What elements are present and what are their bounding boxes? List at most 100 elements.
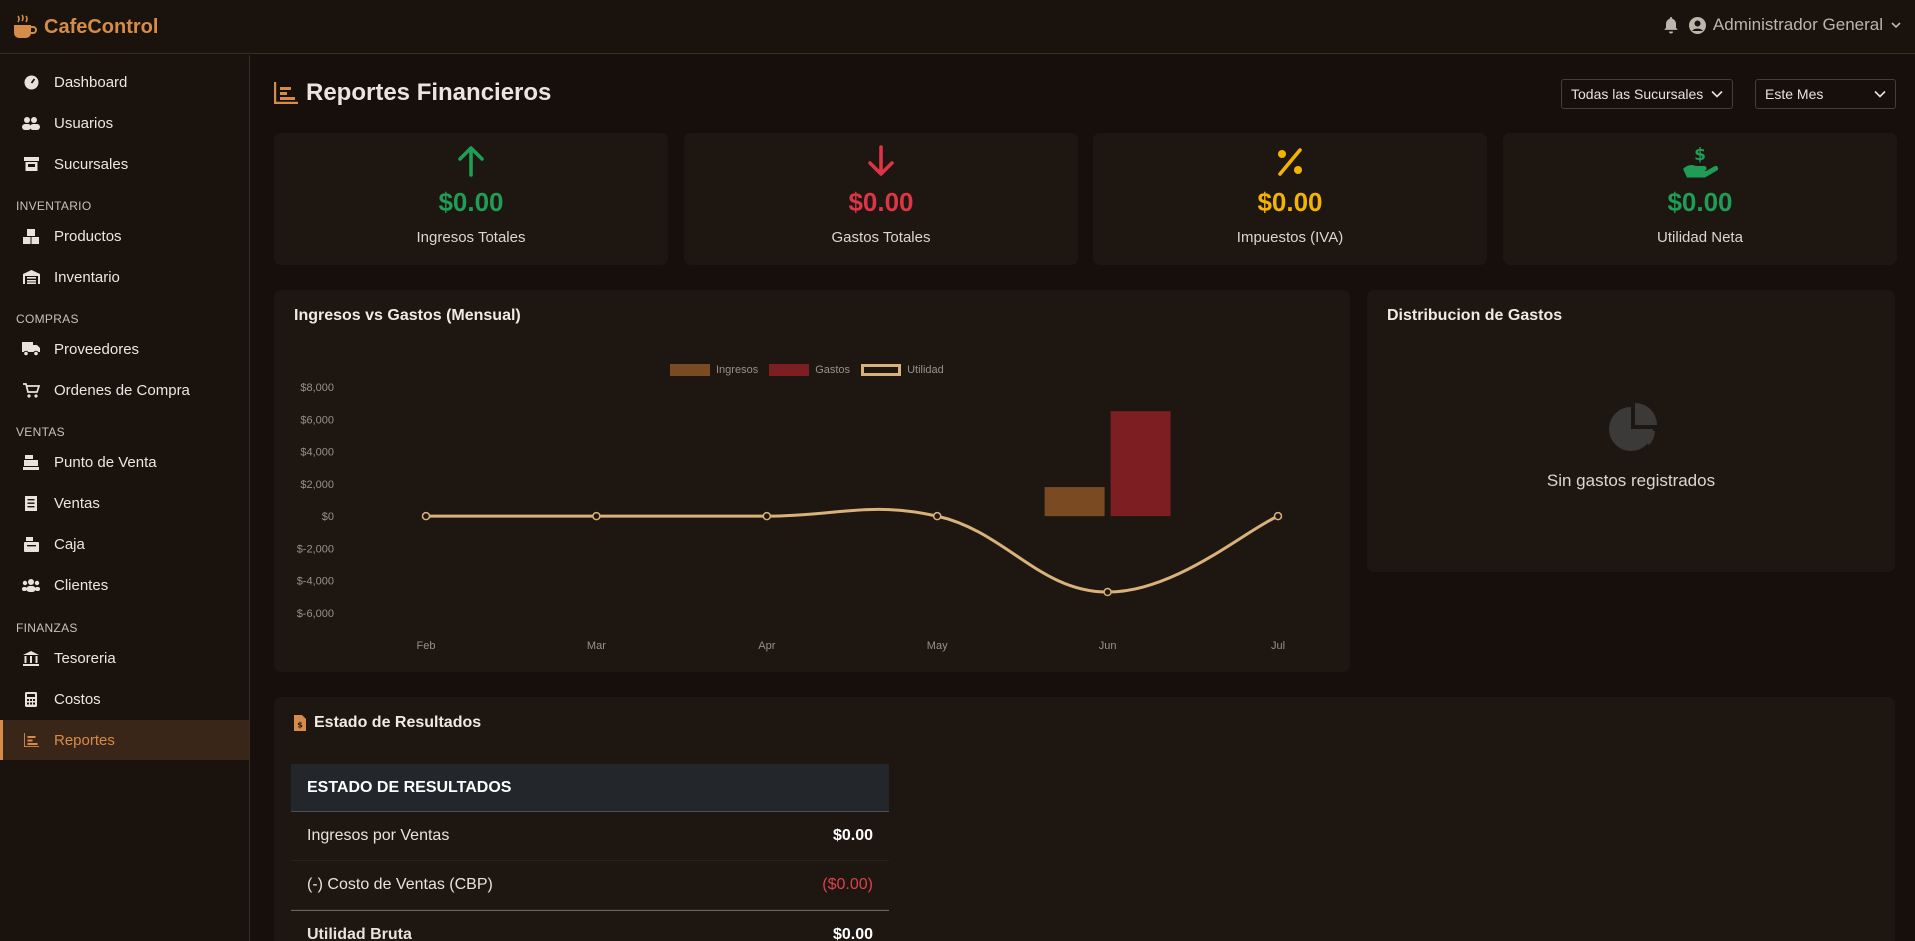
sidebar-item-clientes[interactable]: Clientes [0,565,249,605]
sidebar: Dashboard Usuarios Sucursales INVENTARIO… [0,55,250,941]
legend-item-ingresos[interactable]: Ingresos [670,364,758,376]
y-tick-label: $2,000 [300,479,334,491]
x-tick-label: Jul [1271,640,1285,652]
sidebar-item-label: Caja [54,535,85,553]
point-utilidad [762,511,772,521]
page-heading: Reportes Financieros [306,79,552,106]
y-tick-label: $8,000 [300,382,334,394]
sidebar-item-usuarios[interactable]: Usuarios [0,103,249,143]
kpi-value: $0.00 [848,187,914,217]
hand-dollar-icon: $ [1503,145,1897,179]
svg-text:$: $ [1694,145,1706,165]
sidebar-item-productos[interactable]: Productos [0,216,249,256]
kpi-card-gastos: $0.00 Gastos Totales [684,133,1078,265]
top-bar: CafeControl Administrador General [0,0,1915,54]
card-title: Estado de Resultados [314,714,482,731]
table-header: ESTADO DE RESULTADOS [291,764,889,812]
empty-state-text: Sin gastos registrados [1546,471,1716,490]
kpi-card-ingresos: $0.00 Ingresos Totales [274,133,668,265]
chevron-down-icon[interactable] [1891,20,1901,30]
kpi-label: Utilidad Neta [1657,229,1743,246]
sidebar-item-ordenes-de-compra[interactable]: Ordenes de Compra [0,370,249,410]
sidebar-item-label: Tesoreria [54,649,116,667]
x-tick-label: Feb [417,640,436,652]
sidebar-item-label: Usuarios [54,114,114,132]
sidebar-item-costos[interactable]: Costos [0,679,249,719]
card-title: Distribucion de Gastos [1387,307,1563,324]
pie-chart-icon [1609,403,1657,451]
x-tick-label: May [927,640,948,652]
kpi-label: Gastos Totales [831,229,931,246]
row-amount: ($0.00) [822,876,873,893]
chart-legend: Ingresos Gastos Utilidad [670,364,955,376]
users-icon [22,577,40,593]
y-tick-label: $0 [322,511,334,523]
svg-text:$: $ [297,721,303,730]
kpi-value: $0.00 [1257,187,1323,217]
bell-icon[interactable] [1663,16,1679,34]
legend-item-gastos[interactable]: Gastos [769,364,850,376]
sidebar-item-label: Inventario [54,268,120,286]
arrow-up-icon [274,145,668,179]
line-utilidad [426,507,1279,594]
kpi-label: Ingresos Totales [416,229,526,246]
file-invoice-icon: $ [294,715,306,731]
table-row: Utilidad Bruta $0.00 [291,910,889,941]
point-utilidad [1273,511,1283,521]
sidebar-item-label: Punto de Venta [54,453,157,471]
sidebar-item-reportes[interactable]: Reportes [0,720,249,760]
point-utilidad [932,511,942,521]
sidebar-item-caja[interactable]: Caja [0,524,249,564]
sidebar-item-label: Sucursales [54,155,129,173]
user-menu[interactable]: Administrador General [1712,15,1883,34]
sidebar-item-ventas[interactable]: Ventas [0,483,249,523]
sidebar-item-inventario[interactable]: Inventario [0,257,249,297]
branch-filter-select[interactable]: Todas las Sucursales [1561,79,1733,109]
income-vs-expense-card: Ingresos vs Gastos (Mensual) [274,290,1350,672]
y-tick-label: $4,000 [300,447,334,459]
brand[interactable]: CafeControl [12,14,158,40]
truck-icon [22,341,40,357]
page-title: Reportes Financieros [274,79,551,107]
brand-name: CafeControl [44,15,159,38]
receipt-icon [22,495,40,511]
cash-register-icon [22,454,40,470]
section-inventario: INVENTARIO [16,199,92,213]
arrow-down-icon [684,145,1078,179]
store-icon [22,156,40,172]
sidebar-item-punto-de-venta[interactable]: Punto de Venta [0,442,249,482]
branch-filter-value: Todas las Sucursales [1571,86,1704,102]
bar-gastos [1110,411,1171,517]
x-tick-label: Jun [1099,640,1117,652]
sidebar-item-label: Costos [54,690,101,708]
kpi-card-utilidad: $ $0.00 Utilidad Neta [1503,133,1897,265]
sidebar-item-label: Ordenes de Compra [54,381,190,399]
kpi-card-impuestos: $0.00 Impuestos (IVA) [1093,133,1487,265]
sidebar-item-sucursales[interactable]: Sucursales [0,144,249,184]
legend-item-utilidad[interactable]: Utilidad [861,364,944,376]
user-circle-icon[interactable] [1688,16,1706,34]
sidebar-item-label: Dashboard [54,73,128,91]
y-tick-label: $-4,000 [297,576,334,588]
sidebar-item-label: Reportes [54,731,115,749]
chart-bars-icon [274,82,298,104]
section-compras: COMPRAS [16,312,79,326]
bank-icon [22,650,40,666]
point-utilidad [592,511,601,521]
chevron-down-icon [1711,90,1723,98]
sidebar-item-proveedores[interactable]: Proveedores [0,329,249,369]
table-row: Ingresos por Ventas $0.00 [291,812,889,861]
sidebar-item-dashboard[interactable]: Dashboard [0,62,249,102]
sidebar-item-label: Clientes [54,576,109,594]
warehouse-icon [22,269,40,285]
sidebar-item-tesoreria[interactable]: Tesoreria [0,638,249,678]
card-title: Ingresos vs Gastos (Mensual) [294,307,521,324]
chart-area-icon [22,732,40,748]
chevron-down-icon [1874,90,1886,98]
users-icon [22,115,40,131]
point-utilidad [421,511,431,521]
x-tick-label: Apr [758,640,775,652]
sidebar-item-label: Ventas [54,494,100,512]
period-filter-select[interactable]: Este Mes [1755,79,1896,109]
sidebar-item-label: Productos [54,227,122,245]
